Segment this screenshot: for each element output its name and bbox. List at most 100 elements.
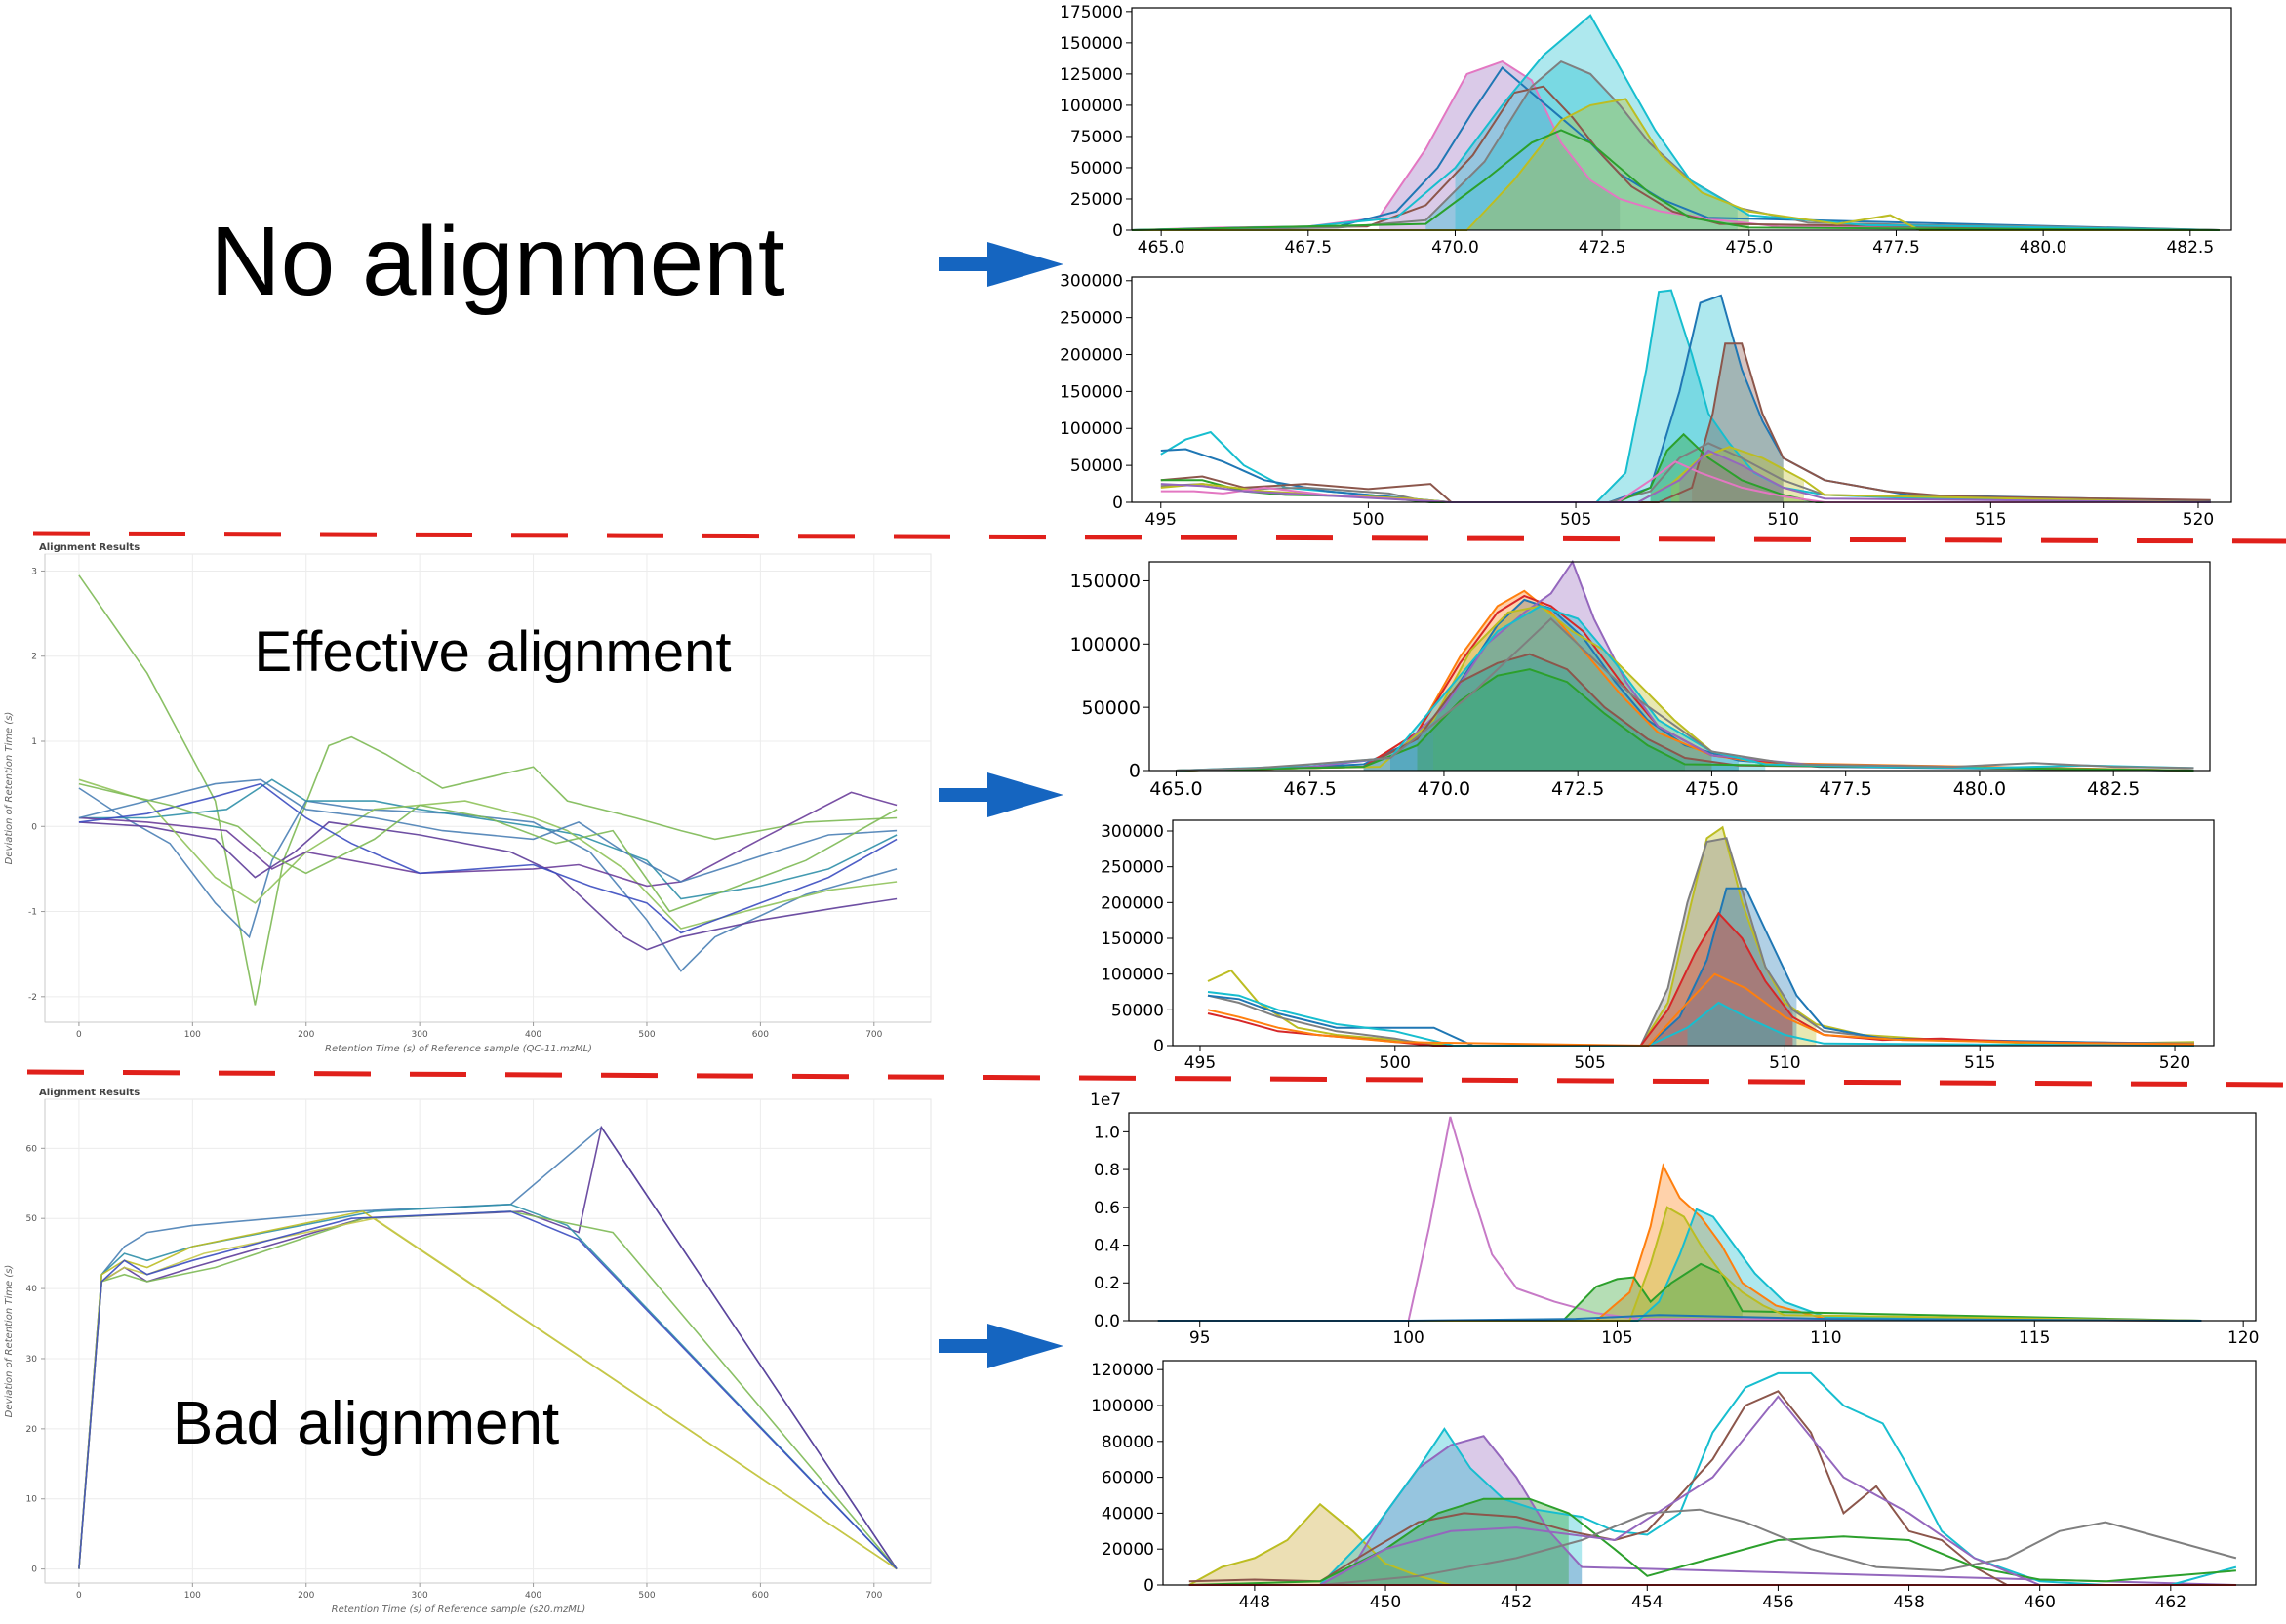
x-tick-label: 467.5 (1283, 778, 1336, 800)
plot-frame (1162, 1360, 2257, 1586)
series-area (1425, 61, 1738, 230)
x-tick-label: 120 (2227, 1328, 2259, 1348)
x-tick-label: 480.0 (1953, 778, 2006, 800)
y-tick-label: 200000 (1101, 893, 1164, 913)
y-tick-label: 30 (26, 1355, 38, 1365)
y-tick-label: 40000 (1102, 1504, 1154, 1524)
y-tick-label: 125000 (1060, 65, 1123, 85)
x-tick-label: 505 (1560, 510, 1591, 530)
x-tick-label: 0 (76, 1030, 82, 1040)
x-tick-label: 300 (412, 1591, 428, 1601)
y-tick-label: 20 (26, 1425, 38, 1435)
x-tick-label: 100 (184, 1030, 201, 1040)
x-tick-label: 465.0 (1149, 778, 1202, 800)
plot-frame (1131, 276, 2232, 503)
x-tick-label: 456 (1762, 1593, 1793, 1612)
series-area (1390, 562, 1712, 771)
x-tick-label: 472.5 (1551, 778, 1604, 800)
series-area (1687, 1003, 1785, 1046)
series-line (78, 574, 898, 1006)
effective-alignment-results-chart: Alignment Results 0 100 200 300 400 500 600 700 -… (4, 542, 932, 1054)
y-tick-label: 150000 (1069, 571, 1141, 592)
y-tick-label: 10 (26, 1495, 38, 1505)
x-tick-label: 200 (298, 1030, 314, 1040)
x-axis-label: Retention Time (s) of Reference sample (… (332, 1604, 586, 1615)
x-tick-label: 400 (525, 1030, 541, 1040)
x-tick-label: 510 (1767, 510, 1798, 530)
x-tick-label: 475.0 (1685, 778, 1738, 800)
series-line (1188, 1497, 2236, 1586)
effective-alignment-label: Effective alignment (255, 620, 732, 684)
x-tick-label: 600 (752, 1591, 769, 1601)
series-line (1207, 972, 2195, 1048)
y-offset-label: 1e7 (1090, 1090, 1121, 1110)
series-line (1131, 85, 2220, 231)
y-tick-label: 200000 (1060, 345, 1123, 365)
x-tick-label: 105 (1601, 1328, 1632, 1348)
y-tick-label: 50000 (1070, 159, 1123, 178)
series-line (1176, 605, 2194, 772)
y-tick-label: 20000 (1102, 1540, 1154, 1560)
y-tick-label: 0.2 (1094, 1274, 1120, 1293)
series-area (1629, 1207, 1785, 1321)
series-area (1320, 1428, 1583, 1585)
series-line (78, 1210, 898, 1570)
x-tick-label: 500 (638, 1591, 655, 1601)
x-tick-label: 460 (2024, 1593, 2055, 1612)
series-area (1379, 61, 1621, 230)
series-area (1320, 1498, 1569, 1585)
series-line (78, 821, 898, 951)
x-tick-label: 520 (2159, 1053, 2190, 1073)
x-tick-label: 495 (1184, 1053, 1216, 1073)
series-line (78, 782, 898, 934)
y-tick-label: 250000 (1101, 858, 1164, 878)
x-tick-label: 477.5 (1819, 778, 1871, 800)
x-tick-label: 505 (1574, 1053, 1605, 1073)
y-tick-label: 50000 (1111, 1001, 1164, 1020)
series-line (1188, 1390, 2236, 1586)
series-line (78, 778, 898, 930)
x-tick-label: 482.5 (2166, 238, 2214, 257)
no-alignment-chart-bottom: 495 500 505 510 515 520 0 50000 100000 150000 2000… (1060, 272, 2232, 530)
plot-frame (1131, 7, 2232, 231)
x-tick-label: 458 (1893, 1593, 1924, 1612)
x-tick-label: 495 (1145, 510, 1177, 530)
y-axis-label: Deviation of Retention Time (s) (4, 712, 15, 865)
y-tick-label: 1.0 (1094, 1123, 1120, 1142)
series-area (1363, 654, 1739, 771)
series-area (1188, 1504, 1452, 1585)
bad-alignment-chart-bottom: 448 450 452 454 456 458 460 462 0 20000 40000 60000… (1091, 1360, 2257, 1612)
x-tick-label: 100 (184, 1591, 201, 1601)
x-tick-label: 515 (1975, 510, 2006, 530)
series-line (78, 791, 898, 888)
y-tick-label: 0 (1129, 761, 1141, 782)
x-tick-label: 480.0 (2020, 238, 2067, 257)
x-tick-label: 200 (298, 1591, 314, 1601)
series-line (1157, 1262, 2202, 1322)
x-tick-label: 482.5 (2087, 778, 2140, 800)
series-area (1670, 447, 1804, 502)
y-tick-label: 80000 (1102, 1433, 1154, 1452)
series-area (1562, 1263, 1743, 1321)
x-tick-label: 515 (1964, 1053, 1995, 1073)
x-tick-label: 700 (865, 1591, 882, 1601)
y-tick-label: 0 (1153, 1037, 1164, 1056)
x-tick-label: 475.0 (1725, 238, 1773, 257)
x-tick-label: 520 (2183, 510, 2214, 530)
y-tick-label: 0.0 (1094, 1312, 1120, 1331)
bad-alignment-label: Bad alignment (173, 1390, 559, 1457)
no-alignment-label: No alignment (210, 207, 784, 316)
arrow-right-icon (939, 242, 1063, 287)
y-tick-label: 25000 (1070, 190, 1123, 210)
arrow-right-icon (939, 772, 1063, 817)
y-tick-label: 300000 (1101, 822, 1164, 842)
plot-frame (1148, 561, 2211, 772)
y-tick-label: 0 (1112, 494, 1123, 513)
series-area (1466, 99, 1749, 230)
x-tick-label: 600 (752, 1030, 769, 1040)
series-line (78, 1210, 898, 1570)
series-area (1320, 1436, 1583, 1585)
y-tick-label: 0.6 (1094, 1199, 1120, 1218)
y-tick-label: 1 (31, 737, 37, 747)
x-tick-label: 470.0 (1431, 238, 1479, 257)
